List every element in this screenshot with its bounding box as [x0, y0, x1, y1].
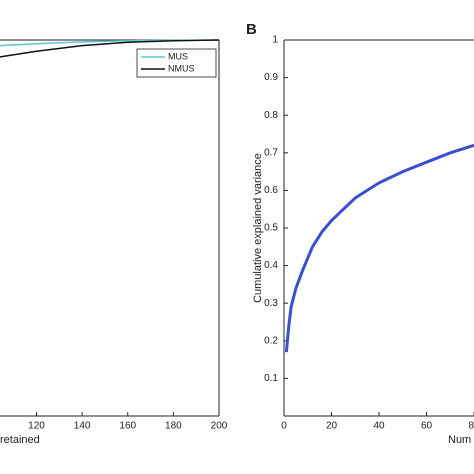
y-tick-label: 0.6	[264, 185, 278, 196]
x-tick-label: 160	[119, 421, 136, 432]
x-tick-label: 200	[211, 421, 228, 432]
y-tick-label: 0.9	[264, 72, 278, 83]
x-tick-label: 180	[165, 421, 182, 432]
x-axis-label: Num	[448, 434, 471, 446]
x-tick-label: 120	[28, 421, 45, 432]
legend-box	[136, 48, 217, 78]
x-tick-label: 140	[74, 421, 91, 432]
series-line	[284, 143, 474, 353]
y-tick-label: 0.8	[264, 110, 278, 121]
x-axis-label: retained	[0, 434, 40, 446]
y-tick-label: 0.3	[264, 298, 278, 309]
y-tick-label: 0.2	[264, 335, 278, 346]
y-axis-label: Cumulative explained variance	[252, 153, 264, 303]
y-tick-label: 0.5	[264, 223, 278, 234]
y-tick-label: 1	[272, 35, 278, 46]
x-tick-label: 0	[281, 421, 287, 432]
panel-label: B	[246, 21, 257, 38]
x-tick-label: 40	[373, 421, 385, 432]
series-line	[0, 39, 220, 58]
legend-label: MUS	[168, 51, 188, 61]
y-tick-label: 0.1	[264, 373, 278, 384]
legend-label: NMUS	[168, 63, 195, 73]
y-tick-label: 0.7	[264, 147, 278, 158]
x-tick-label: 80	[468, 421, 474, 432]
x-tick-label: 60	[421, 421, 433, 432]
x-tick-label: 20	[326, 421, 338, 432]
y-tick-label: 0.4	[264, 260, 278, 271]
